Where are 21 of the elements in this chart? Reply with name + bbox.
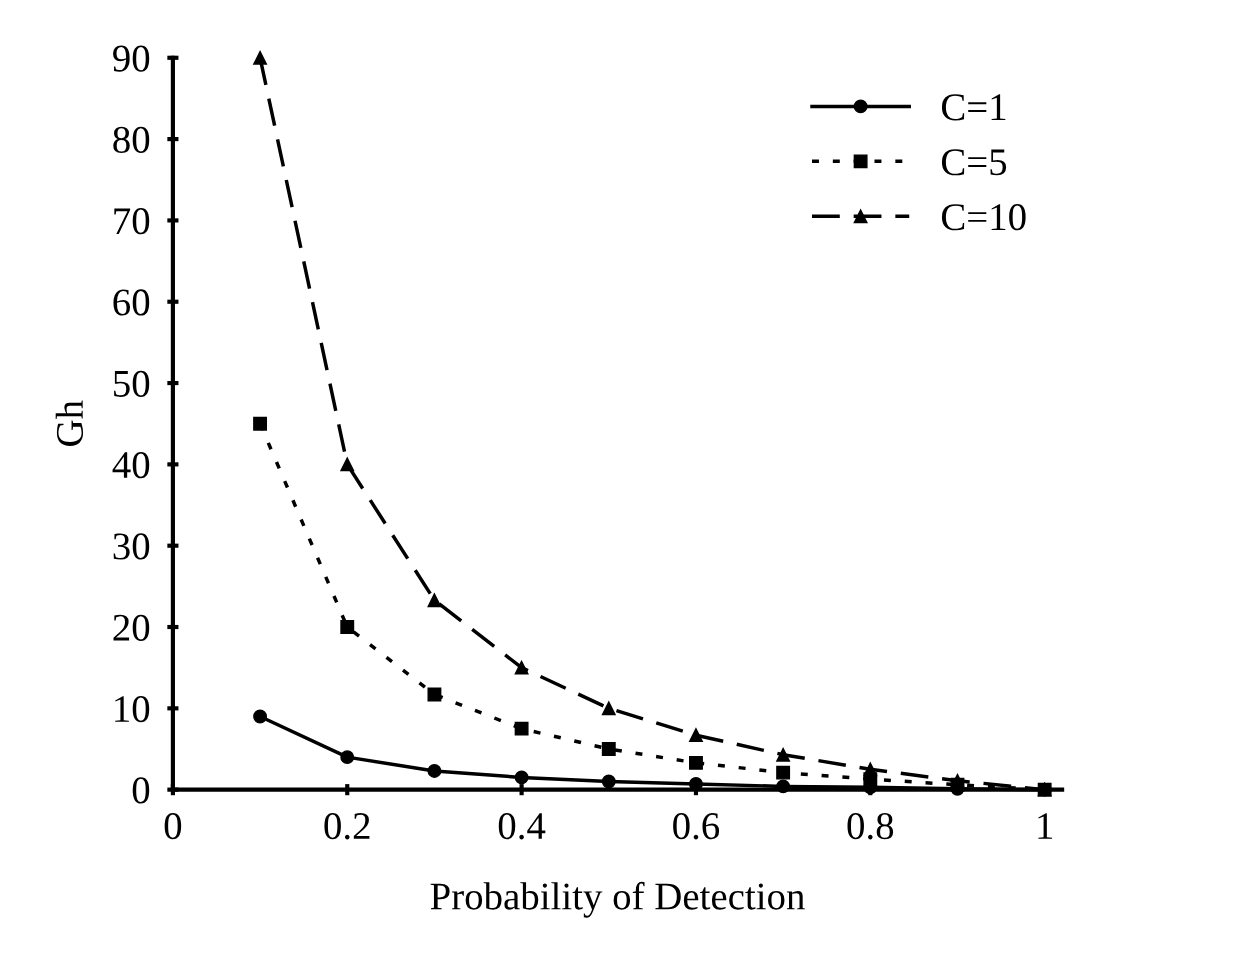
y-tick-label: 10 — [115, 695, 150, 723]
y-tick-label: 20 — [113, 614, 150, 641]
legend-label: C=10 — [941, 204, 1026, 231]
y-tick-label: 0 — [132, 777, 150, 804]
x-tick-label: 0.2 — [324, 813, 370, 840]
x-tick-label: 0.6 — [673, 813, 720, 840]
y-axis-title: Gh — [55, 400, 84, 446]
y-tick-label: 50 — [114, 370, 150, 397]
y-tick-label: 60 — [113, 289, 150, 316]
x-tick-label: 0.8 — [847, 813, 894, 840]
x-tick-label: 0 — [164, 813, 182, 840]
y-tick-label: 70 — [114, 208, 150, 235]
x-tick-label: 1 — [1038, 813, 1053, 839]
y-tick-label: 90 — [113, 45, 150, 72]
legend-label: C=5 — [941, 149, 1007, 176]
y-tick-label: 30 — [113, 533, 150, 560]
y-tick-label: 40 — [112, 452, 150, 479]
legend-label: C=1 — [941, 94, 1006, 121]
x-tick-label: 0.4 — [498, 813, 546, 840]
y-tick-label: 80 — [113, 126, 150, 153]
x-axis-title: Probability of Detection — [430, 881, 805, 918]
